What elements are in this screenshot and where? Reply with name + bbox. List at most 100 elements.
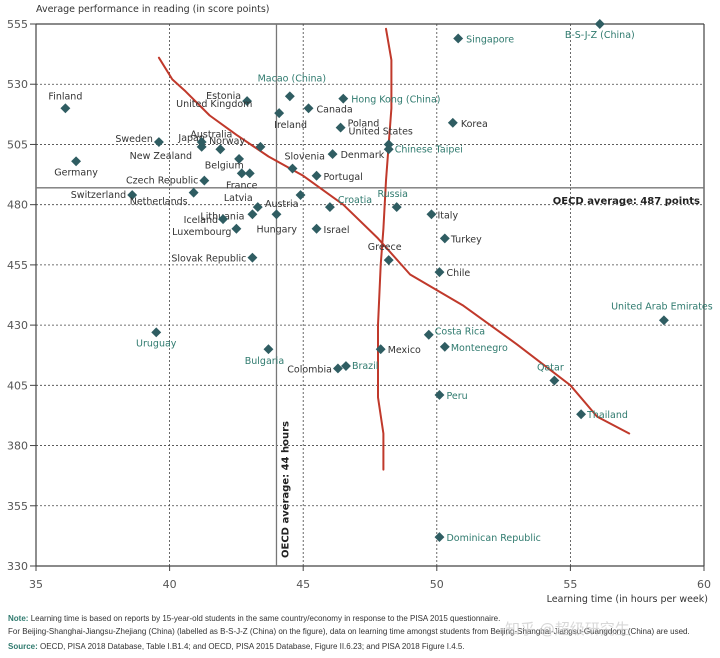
diamond-marker	[423, 329, 434, 340]
x-tick-label: 55	[563, 578, 577, 591]
point-label: Netherlands	[130, 197, 188, 208]
data-point: Germany	[54, 156, 98, 178]
point-label: Slovenia	[285, 152, 325, 163]
diamond-marker	[335, 122, 346, 133]
diamond-marker	[391, 202, 402, 213]
point-label: Sweden	[115, 134, 153, 145]
data-point: United Kingdom	[176, 99, 266, 152]
point-label: Latvia	[224, 193, 253, 204]
data-point: Mexico	[375, 344, 421, 356]
diamond-marker	[218, 214, 228, 225]
data-point: Greece	[368, 242, 402, 266]
data-point: Norway	[209, 136, 245, 164]
diamond-marker	[271, 209, 282, 220]
data-point: Costa Rica	[423, 327, 485, 340]
point-label: United States	[349, 126, 413, 137]
point-label: Ireland	[274, 120, 307, 131]
point-label: Finland	[48, 91, 82, 102]
diamond-marker	[324, 202, 335, 213]
point-label: Slovak Republic	[171, 254, 246, 265]
diamond-marker	[295, 190, 306, 200]
oecd-average-points-label: OECD average: 487 points	[553, 196, 700, 207]
diamond-marker	[327, 149, 338, 160]
point-label: Czech Republic	[126, 176, 198, 187]
point-label: Qatar	[537, 363, 564, 374]
data-point: New Zealand	[130, 137, 207, 162]
point-label: Iceland	[184, 215, 218, 226]
diamond-marker	[549, 375, 560, 386]
data-point: Portugal	[311, 170, 363, 183]
source-label: Source:	[8, 642, 38, 651]
point-label: B-S-J-Z (China)	[565, 30, 635, 41]
data-point: Singapore	[453, 33, 514, 45]
point-label: Costa Rica	[435, 327, 485, 338]
note-line-1: Note: Learning time is based on reports …	[8, 614, 500, 623]
point-label: Denmark	[341, 150, 385, 161]
oecd-average-hours-label: OECD average: 44 hours	[280, 421, 291, 558]
point-label: Peru	[446, 391, 467, 402]
diamond-marker	[434, 532, 445, 543]
diamond-marker	[199, 175, 210, 186]
data-point: Chile	[434, 267, 470, 279]
point-label: Mexico	[388, 345, 421, 356]
point-label: Luxembourg	[172, 227, 231, 238]
point-label: Portugal	[324, 172, 363, 183]
diamond-marker	[236, 168, 247, 179]
diamond-marker	[247, 209, 258, 220]
data-point: Brazil	[341, 361, 378, 372]
diamond-marker	[153, 137, 164, 147]
data-point: Slovenia	[285, 152, 325, 174]
data-point: Croatia	[324, 195, 372, 213]
data-point: Australia	[190, 129, 232, 155]
point-label: France	[226, 180, 258, 191]
diamond-marker	[196, 137, 207, 147]
diamond-marker	[188, 187, 199, 198]
point-label: Chile	[446, 268, 470, 279]
data-point: Sweden	[115, 134, 164, 147]
y-tick-label: 555	[7, 18, 28, 31]
diamond-marker	[434, 267, 445, 278]
point-label: Australia	[190, 129, 232, 140]
point-label: Poland	[348, 119, 380, 130]
grid-lines	[36, 24, 704, 566]
diamond-marker	[252, 202, 263, 213]
point-label: Montenegro	[451, 343, 508, 354]
x-axis-title: Learning time (in hours per week)	[547, 594, 708, 605]
diamond-marker	[263, 344, 274, 355]
data-point: Canada	[303, 103, 353, 115]
data-point: Montenegro	[439, 341, 508, 354]
y-tick-label: 480	[7, 199, 28, 212]
diamond-marker	[375, 344, 386, 355]
diamond-marker	[274, 108, 285, 119]
point-label: New Zealand	[130, 151, 192, 162]
red-annotation-line	[157, 56, 631, 435]
diamond-marker	[303, 103, 314, 114]
point-label: United Arab Emirates	[611, 301, 713, 312]
y-tick-label: 380	[7, 440, 28, 453]
data-point: Belgium	[205, 160, 255, 179]
point-label: Italy	[437, 210, 458, 221]
x-tick-label: 40	[163, 578, 177, 591]
diamond-marker	[439, 233, 450, 244]
point-label: Germany	[54, 167, 98, 178]
data-point: Iceland	[184, 214, 228, 226]
diamond-marker	[234, 153, 245, 164]
data-point: Estonia	[206, 91, 253, 107]
point-label: Switzerland	[71, 190, 126, 201]
point-label: Singapore	[466, 34, 514, 45]
diamond-marker	[247, 252, 258, 263]
point-label: Thailand	[586, 410, 628, 421]
diamond-marker	[383, 255, 394, 266]
diamond-marker	[439, 341, 450, 352]
data-point: Israel	[311, 223, 350, 236]
y-tick-label: 455	[7, 259, 28, 272]
source-line: Source: OECD, PISA 2018 Database, Table …	[8, 642, 465, 651]
point-label: Belgium	[205, 160, 244, 171]
diamond-marker	[332, 363, 343, 374]
data-point: Switzerland	[71, 190, 138, 201]
y-tick-label: 430	[7, 319, 28, 332]
x-tick-label: 35	[29, 578, 43, 591]
diamond-marker	[71, 156, 82, 167]
point-label: Norway	[209, 136, 245, 147]
point-label: Austria	[265, 199, 299, 210]
